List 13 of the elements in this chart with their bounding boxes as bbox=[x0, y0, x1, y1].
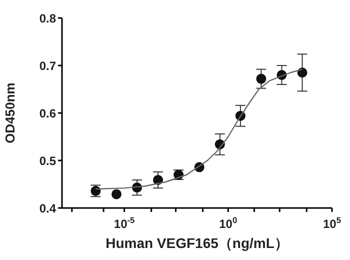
y-tick-label: 0.7 bbox=[39, 58, 56, 73]
y-tick-label: 0.8 bbox=[39, 11, 56, 26]
x-tick-label: 10$^{0}$ bbox=[219, 215, 238, 231]
x-tick-label: 10$^{5}$ bbox=[322, 215, 342, 231]
y-axis-title: OD450nm bbox=[2, 82, 18, 144]
y-tick-label: 0.5 bbox=[39, 154, 56, 168]
point bbox=[297, 68, 308, 78]
y-tick-label: 0.6 bbox=[39, 106, 56, 120]
y-tick-label: 0.4 bbox=[39, 201, 56, 216]
point bbox=[111, 189, 122, 200]
point bbox=[256, 74, 266, 84]
x-axis-title: Human VEGF165（ng/mL） bbox=[106, 235, 288, 251]
x-tick-label: 10$^{-5}$ bbox=[114, 215, 136, 231]
